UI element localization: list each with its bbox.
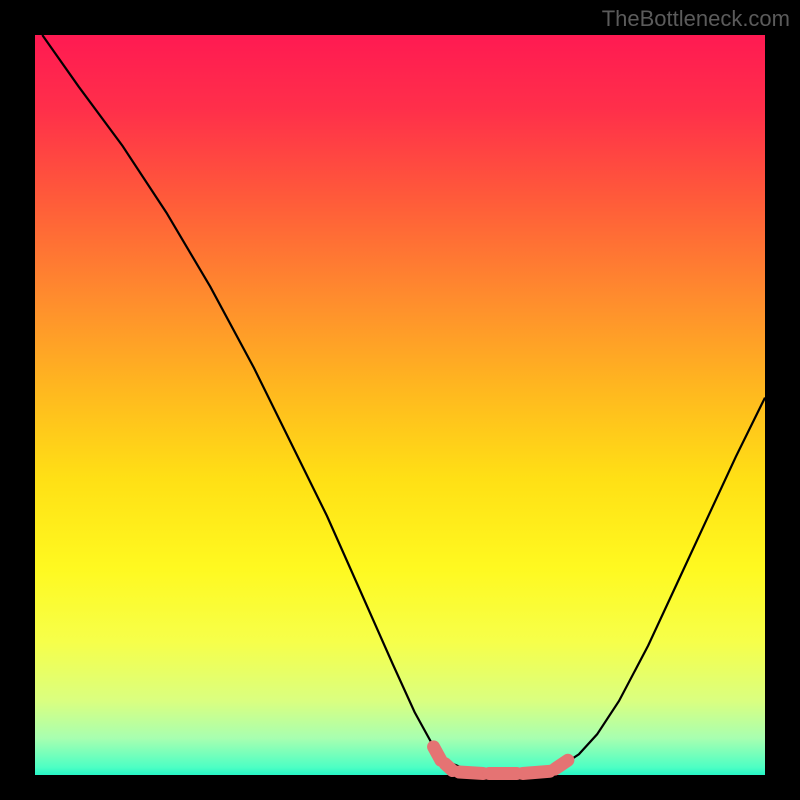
plot-svg bbox=[0, 0, 800, 800]
dash-segment bbox=[434, 747, 441, 760]
dash-segment bbox=[445, 764, 452, 771]
dash-segment bbox=[459, 772, 483, 773]
watermark-text: TheBottleneck.com bbox=[602, 6, 790, 32]
dash-segment bbox=[523, 771, 550, 773]
chart-canvas: TheBottleneck.com bbox=[0, 0, 800, 800]
dash-segment bbox=[555, 760, 568, 769]
plot-background bbox=[35, 35, 765, 775]
